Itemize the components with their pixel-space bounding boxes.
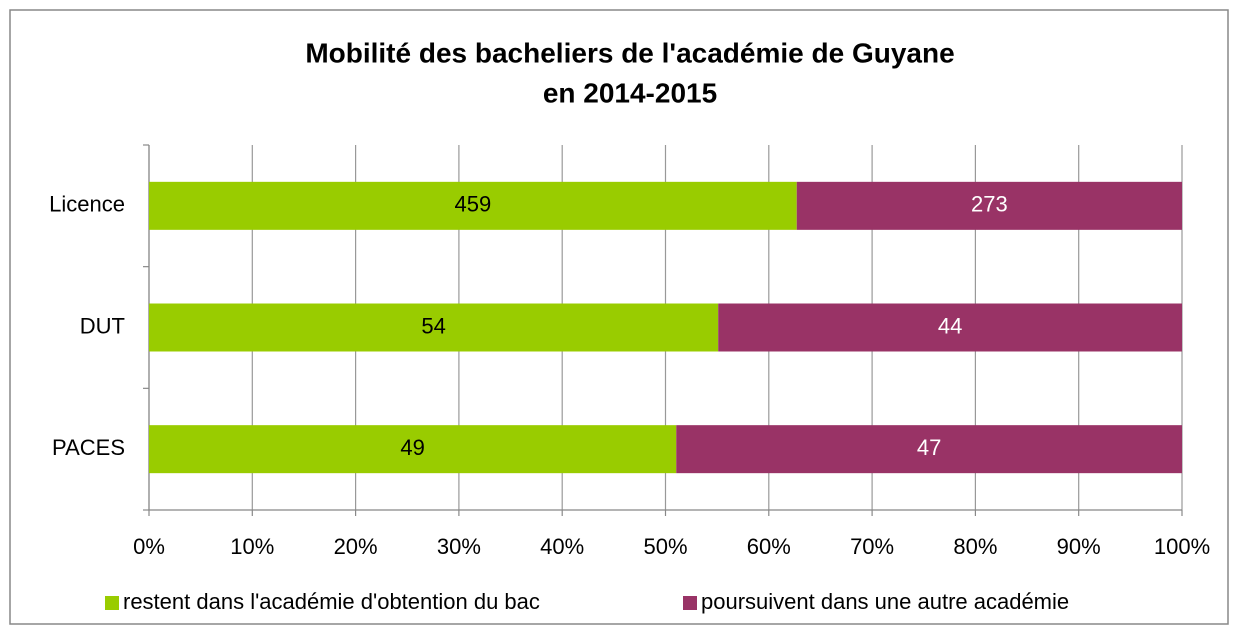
x-tick-label: 40%	[540, 534, 584, 559]
bar-segment	[676, 425, 1182, 474]
x-tick-label: 90%	[1057, 534, 1101, 559]
x-tick-label: 0%	[133, 534, 165, 559]
x-tick-label: 20%	[334, 534, 378, 559]
bar-segment	[149, 425, 677, 474]
x-tick-label: 70%	[850, 534, 894, 559]
bar-segment	[149, 303, 719, 352]
y-tick-label: PACES	[52, 435, 125, 460]
x-tick-label: 30%	[437, 534, 481, 559]
x-tick-label: 50%	[643, 534, 687, 559]
bar-segment	[718, 303, 1182, 352]
data-label: 459	[455, 192, 492, 217]
chart-title: Mobilité des bacheliers de l'académie de…	[305, 37, 954, 68]
x-tick-label: 80%	[953, 534, 997, 559]
data-label: 273	[971, 192, 1008, 217]
bar-segment	[149, 181, 797, 230]
y-tick-label: DUT	[80, 313, 125, 338]
data-label: 49	[400, 435, 424, 460]
legend-swatch	[105, 596, 119, 610]
data-label: 44	[938, 313, 962, 338]
legend-swatch	[683, 596, 697, 610]
x-tick-label: 60%	[747, 534, 791, 559]
bar-segment	[796, 181, 1182, 230]
chart-title: en 2014-2015	[543, 77, 717, 108]
legend-label: poursuivent dans une autre académie	[701, 589, 1069, 614]
data-label: 54	[421, 313, 445, 338]
data-label: 47	[917, 435, 941, 460]
x-tick-label: 10%	[230, 534, 274, 559]
legend-label: restent dans l'académie d'obtention du b…	[123, 589, 540, 614]
x-tick-label: 100%	[1154, 534, 1210, 559]
y-tick-label: Licence	[49, 192, 125, 217]
